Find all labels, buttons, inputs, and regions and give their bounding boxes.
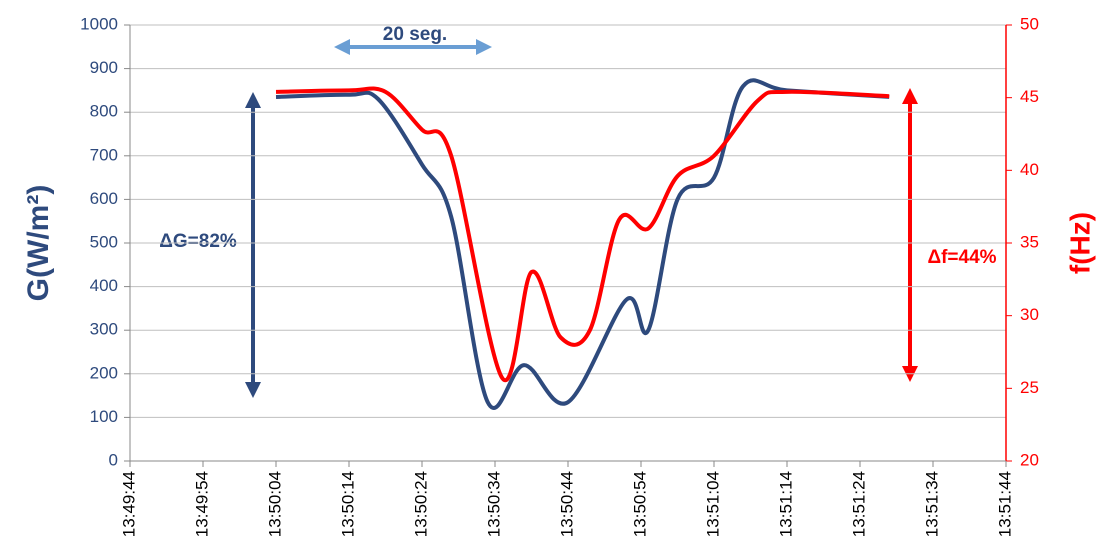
- y2-tick-label: 50: [1020, 14, 1039, 33]
- y2-tick-label: 45: [1020, 87, 1039, 106]
- y-axis-title: G(W/m²): [22, 185, 55, 302]
- y-tick-label: 1000: [80, 14, 118, 33]
- y2-tick-label: 25: [1020, 378, 1039, 397]
- y-tick-label: 0: [109, 450, 118, 469]
- x-tick-label: 13:50:44: [557, 471, 576, 537]
- x-tick-label: 13:50:54: [630, 471, 649, 537]
- x-tick-label: 13:49:54: [192, 471, 211, 537]
- x-tick-label: 13:49:44: [119, 471, 138, 537]
- y-tick-label: 300: [90, 320, 118, 339]
- x-tick-label: 13:50:34: [484, 471, 503, 537]
- y2-axis-title: f(Hz): [1064, 212, 1095, 274]
- x-tick-label: 13:50:04: [265, 471, 284, 537]
- y2-tick-label: 40: [1020, 160, 1039, 179]
- y-tick-label: 100: [90, 407, 118, 426]
- y2-tick-label: 20: [1020, 450, 1039, 469]
- y-tick-label: 700: [90, 145, 118, 164]
- x-tick-label: 13:51:04: [703, 471, 722, 537]
- x-tick-label: 13:51:24: [849, 471, 868, 537]
- y-tick-label: 500: [90, 232, 118, 251]
- y-tick-label: 900: [90, 58, 118, 77]
- x-tick-label: 13:51:14: [776, 471, 795, 537]
- y2-tick-label: 30: [1020, 305, 1039, 324]
- annotation: ΔG=82%: [159, 231, 237, 252]
- x-tick-label: 13:50:14: [338, 471, 357, 537]
- y-tick-label: 800: [90, 102, 118, 121]
- annotation: Δf=44%: [927, 247, 996, 268]
- y-tick-label: 400: [90, 276, 118, 295]
- series-line: [275, 86, 890, 383]
- annotation: 20 seg.: [383, 24, 447, 45]
- x-tick-label: 13:51:34: [922, 471, 941, 537]
- y-tick-label: 600: [90, 189, 118, 208]
- x-tick-label: 13:50:24: [411, 471, 430, 537]
- y2-tick-label: 35: [1020, 232, 1039, 251]
- x-tick-label: 13:51:44: [995, 471, 1014, 537]
- series-line: [275, 78, 890, 410]
- y-tick-label: 200: [90, 363, 118, 382]
